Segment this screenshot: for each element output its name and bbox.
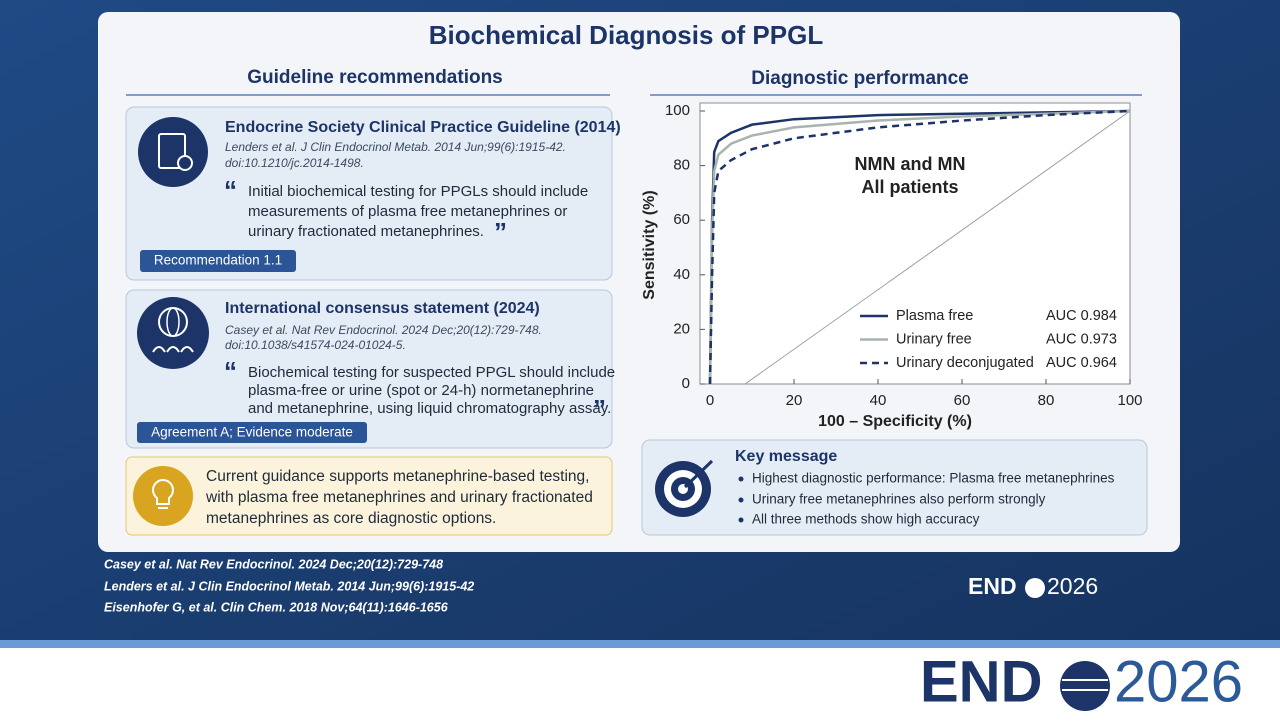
card [125,289,613,449]
quote: measurements of plasma free metanephrine… [248,203,567,220]
logo-small: 2026 [1047,573,1098,599]
citation: doi:10.1210/jc.2014-1498. [225,156,364,170]
logo-small: END [968,573,1017,599]
card-title: International consensus statement (2024) [225,300,540,317]
quote: plasma-free or urine (spot or 24-h) norm… [248,382,594,399]
section-heading: Guideline recommendations [247,67,503,88]
bullet [738,476,744,482]
citation: Lenders et al. J Clin Endocrinol Metab. … [225,140,566,154]
y-tick-label: 100 [665,102,690,119]
y-tick-label: 40 [673,266,690,283]
card-title: Endocrine Society Clinical Practice Guid… [225,119,621,136]
key-bullet: Highest diagnostic performance: Plasma f… [752,471,1115,486]
key-bullet: Urinary free metanephrines also perform … [752,492,1046,507]
x-tick-label: 0 [706,392,714,409]
summary-text: Current guidance supports metanephrine-b… [206,468,589,485]
summary-text: metanephrines as core diagnostic options… [206,510,496,527]
legend-auc: AUC 0.964 [1046,355,1117,371]
bullet [738,497,744,503]
quote-mark: ” [494,217,507,247]
quote: Initial biochemical testing for PPGLs sh… [248,183,588,200]
key-message-box [641,439,1148,536]
badge-text: Agreement A; Evidence moderate [151,425,353,440]
x-tick-label: 20 [786,392,803,409]
target-arrow [683,459,714,489]
y-tick-label: 60 [673,211,690,228]
roc-chart: 0 20 40 60 80 100 0 20 40 60 80 100 100 – Specificit… [641,102,1142,430]
badge [140,250,296,272]
y-tick-label: 20 [673,320,690,337]
x-tick-label: 60 [954,392,971,409]
bulb-icon [133,466,193,526]
roc-curve [708,109,1131,385]
reference-line [744,110,1131,385]
roc-curve [708,109,1131,385]
divider [0,640,1280,648]
legend-auc: AUC 0.973 [1046,331,1117,347]
x-tick-label: 40 [870,392,887,409]
y-axis-label: Sensitivity (%) [641,190,658,299]
quote-mark: “ [224,356,237,386]
summary-box [125,456,613,536]
plot-frame [699,102,1131,385]
legend-label: Urinary free [896,331,972,347]
quote-mark: ” [593,394,606,424]
logo-large: END [920,649,1042,714]
x-tick-label: 80 [1038,392,1055,409]
quote: Biochemical testing for suspected PPGL s… [248,364,615,381]
card [125,106,613,281]
quote-mark: “ [224,175,237,205]
badge-text: Recommendation 1.1 [154,253,282,268]
summary-text: with plasma free metanephrines and urina… [205,489,593,506]
x-axis-label: 100 – Specificity (%) [818,413,972,430]
logo-large: 2026 [1114,649,1243,714]
icon-globe [166,307,180,337]
icon [138,117,208,187]
logo-globe [1060,661,1110,711]
reference: Eisenhofer G, et al. Clin Chem. 2018 Nov… [104,600,449,614]
logo-globe-lines [1062,679,1108,691]
reference: Lenders et al. J Clin Endocrinol Metab. … [104,579,474,593]
key-title: Key message [735,448,837,465]
annotation: NMN and MN [855,154,966,174]
legend-label: Plasma free [896,308,973,324]
y-tick-label: 80 [673,157,690,174]
slide-title: Biochemical Diagnosis of PPGL [429,20,824,50]
icon-people [152,346,194,353]
quote: urinary fractionated metanephrines. [248,223,484,240]
icon-seal [177,155,193,171]
reference: Casey et al. Nat Rev Endocrinol. 2024 De… [104,557,443,571]
citation: doi:10.1038/s41574-024-01024-5. [225,338,406,352]
citation: Casey et al. Nat Rev Endocrinol. 2024 De… [225,323,542,337]
bullet [738,517,744,523]
icon [137,297,209,369]
legend-auc: AUC 0.984 [1046,308,1117,324]
logo-globe [1025,578,1045,598]
section-heading: Diagnostic performance [751,68,969,89]
icon-doc [158,133,186,169]
quote: and metanephrine, using liquid chromatog… [248,400,611,417]
legend-label: Urinary deconjugated [896,355,1034,371]
x-tick-label: 100 [1117,392,1142,409]
annotation: All patients [861,177,958,197]
key-bullet: All three methods show high accuracy [752,512,980,527]
y-tick-label: 0 [682,375,690,392]
bulb-shape [152,478,174,509]
badge [137,422,367,443]
